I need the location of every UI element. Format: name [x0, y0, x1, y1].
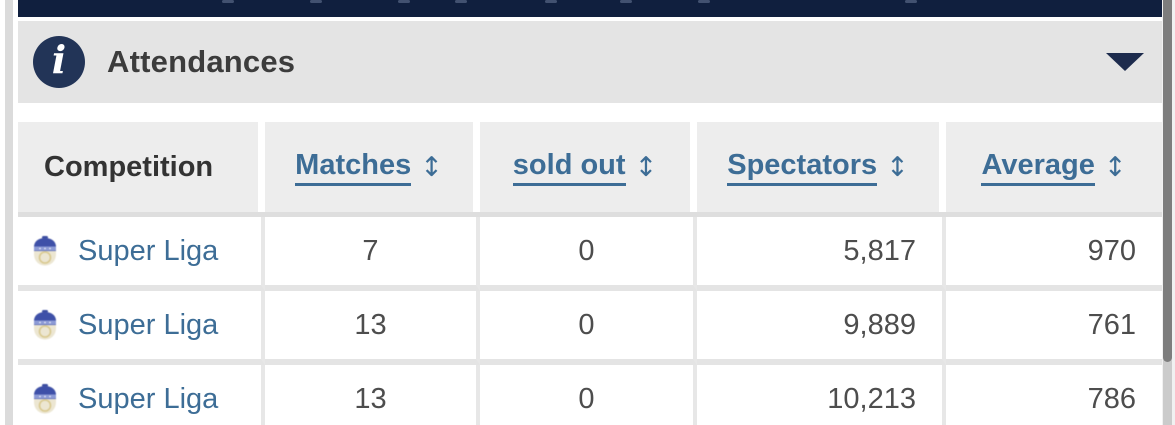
cutoff-text-artifact	[620, 0, 632, 3]
competition-link[interactable]: Super Liga	[78, 234, 219, 267]
sort-arrow-icon[interactable]: ↕	[1103, 151, 1127, 183]
cell-sold-out: 0	[480, 291, 697, 365]
club-crest-icon[interactable]	[31, 235, 59, 267]
competition-link[interactable]: Super Liga	[78, 308, 219, 341]
scrollbar-thumb[interactable]	[1163, 0, 1172, 362]
cell-average: 970	[946, 217, 1162, 291]
info-icon[interactable]: i	[33, 36, 85, 88]
competition-link[interactable]: Super Liga	[78, 382, 219, 415]
attendances-table: Competition Matches ↕ sold out ↕ Spectat…	[18, 122, 1162, 425]
cell-matches: 13	[265, 291, 480, 365]
table-row: Super Liga 7 0 5,817 970	[18, 217, 1162, 291]
cell-spectators: 9,889	[697, 291, 946, 365]
column-header-matches: Matches ↕	[265, 122, 480, 212]
sort-link-matches[interactable]: Matches	[295, 149, 412, 186]
club-crest-icon[interactable]	[31, 383, 59, 415]
main-content: i Attendances Competition Matches ↕ sold…	[18, 0, 1162, 425]
cell-spectators: 5,817	[697, 217, 946, 291]
cell-sold-out: 0	[480, 365, 697, 425]
sort-arrow-icon[interactable]: ↕	[634, 151, 658, 183]
column-header-sold-out: sold out ↕	[480, 122, 697, 212]
info-icon-glyph: i	[51, 37, 67, 82]
cell-sold-out: 0	[480, 217, 697, 291]
table-row: Super Liga 13 0 9,889 761	[18, 291, 1162, 365]
club-crest-icon[interactable]	[31, 309, 59, 341]
cell-average: 761	[946, 291, 1162, 365]
cutoff-text-artifact	[698, 0, 710, 3]
table-row: Super Liga 13 0 10,213 786	[18, 365, 1162, 425]
cutoff-text-artifact	[398, 0, 410, 3]
panel-title: Attendances	[107, 44, 296, 79]
sort-link-sold-out[interactable]: sold out	[512, 149, 626, 186]
column-header-average: Average ↕	[946, 122, 1162, 212]
cell-competition: Super Liga	[18, 365, 265, 425]
sort-link-spectators[interactable]: Spectators	[727, 149, 878, 186]
cell-spectators: 10,213	[697, 365, 946, 425]
attendances-panel-header: i Attendances	[18, 21, 1162, 103]
column-header-spectators: Spectators ↕	[697, 122, 946, 212]
cell-competition: Super Liga	[18, 291, 265, 365]
column-header-label: Competition	[44, 150, 214, 183]
cutoff-text-artifact	[545, 0, 557, 3]
scrollbar	[1162, 0, 1175, 425]
cutoff-text-artifact	[455, 0, 467, 3]
sort-arrow-icon[interactable]: ↕	[420, 151, 443, 183]
column-header-competition: Competition	[18, 122, 265, 212]
cell-competition: Super Liga	[18, 217, 265, 291]
cell-matches: 7	[265, 217, 480, 291]
chevron-down-icon[interactable]	[1106, 53, 1144, 71]
cutoff-text-artifact	[905, 0, 917, 3]
cutoff-text-artifact	[310, 0, 322, 3]
cell-matches: 13	[265, 365, 480, 425]
sort-arrow-icon[interactable]: ↕	[886, 151, 909, 183]
cell-average: 786	[946, 365, 1162, 425]
sort-link-average[interactable]: Average	[981, 149, 1095, 186]
table-header-row: Competition Matches ↕ sold out ↕ Spectat…	[18, 122, 1162, 217]
top-navigation-bar-cutoff	[18, 0, 1162, 17]
cutoff-text-artifact	[222, 0, 234, 3]
page-edge-strip	[5, 0, 13, 425]
